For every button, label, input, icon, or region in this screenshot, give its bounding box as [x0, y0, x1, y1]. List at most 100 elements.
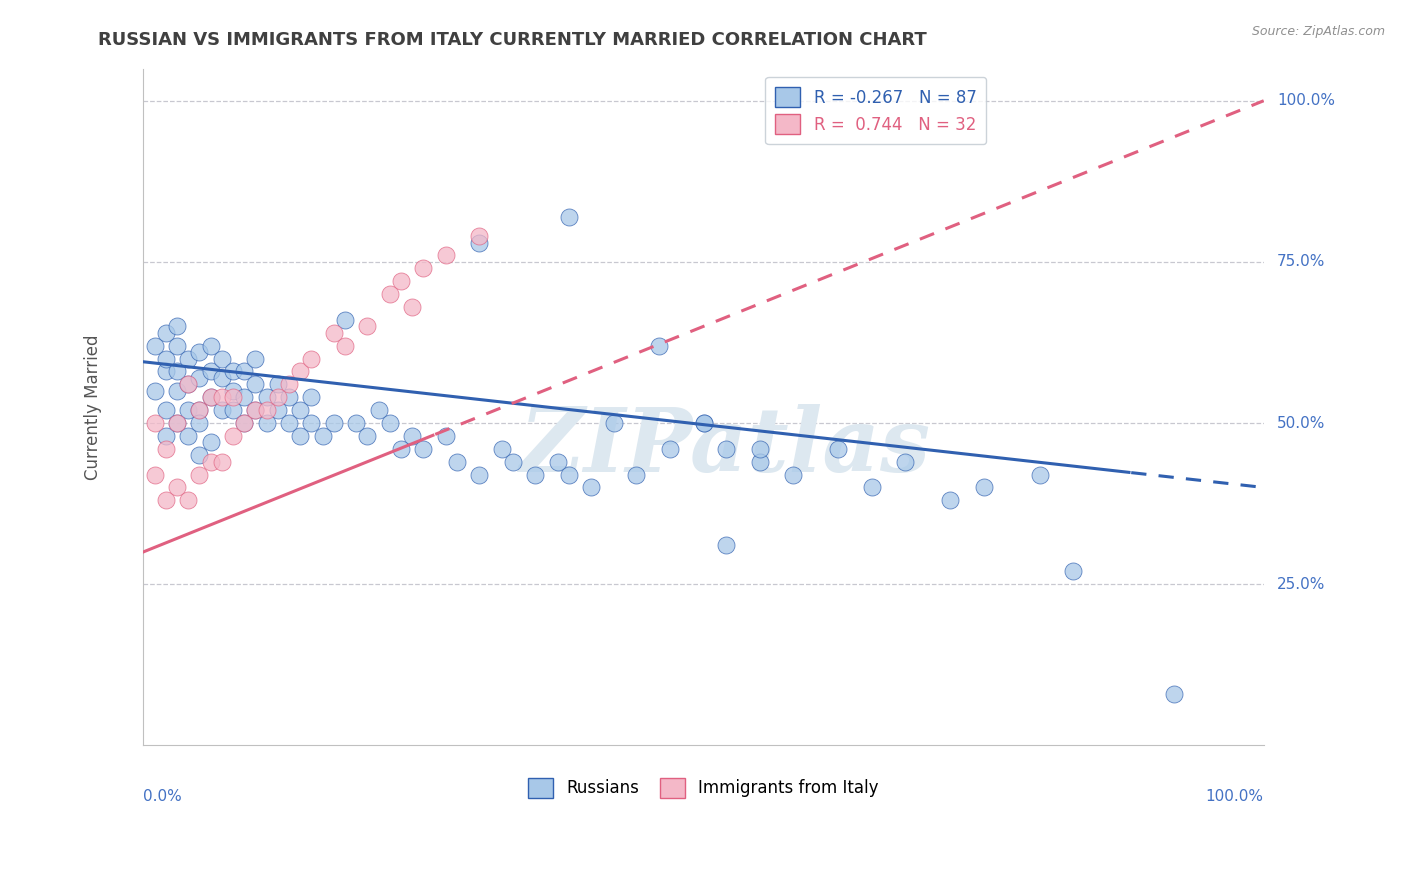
Point	[434, 429, 457, 443]
Point	[581, 480, 603, 494]
Text: 0.0%: 0.0%	[143, 789, 183, 805]
Point	[547, 455, 569, 469]
Point	[412, 261, 434, 276]
Point	[166, 339, 188, 353]
Point	[860, 480, 883, 494]
Point	[200, 339, 222, 353]
Point	[166, 319, 188, 334]
Point	[1028, 467, 1050, 482]
Point	[143, 339, 166, 353]
Text: 50.0%: 50.0%	[1277, 416, 1326, 431]
Point	[647, 339, 669, 353]
Point	[233, 364, 256, 378]
Point	[222, 429, 245, 443]
Point	[211, 390, 233, 404]
Text: 100.0%: 100.0%	[1277, 94, 1336, 108]
Point	[155, 442, 177, 456]
Point	[356, 319, 378, 334]
Point	[222, 390, 245, 404]
Point	[188, 403, 211, 417]
Point	[603, 416, 626, 430]
Point	[692, 416, 714, 430]
Point	[245, 351, 267, 366]
Point	[177, 403, 200, 417]
Point	[356, 429, 378, 443]
Point	[166, 416, 188, 430]
Point	[939, 493, 962, 508]
Point	[389, 274, 412, 288]
Point	[299, 390, 322, 404]
Point	[446, 455, 468, 469]
Point	[1062, 564, 1084, 578]
Point	[468, 467, 491, 482]
Point	[245, 403, 267, 417]
Point	[233, 416, 256, 430]
Point	[143, 384, 166, 398]
Point	[894, 455, 917, 469]
Point	[256, 403, 278, 417]
Point	[155, 326, 177, 340]
Point	[278, 416, 301, 430]
Point	[299, 351, 322, 366]
Point	[177, 493, 200, 508]
Point	[389, 442, 412, 456]
Point	[299, 416, 322, 430]
Point	[468, 229, 491, 244]
Point	[256, 390, 278, 404]
Point	[155, 403, 177, 417]
Point	[155, 429, 177, 443]
Point	[166, 364, 188, 378]
Point	[290, 364, 312, 378]
Point	[692, 416, 714, 430]
Point	[714, 539, 737, 553]
Point	[267, 390, 290, 404]
Point	[558, 467, 581, 482]
Point	[233, 416, 256, 430]
Point	[378, 416, 401, 430]
Point	[200, 455, 222, 469]
Point	[177, 377, 200, 392]
Point	[177, 429, 200, 443]
Point	[322, 326, 344, 340]
Point	[166, 480, 188, 494]
Point	[434, 248, 457, 262]
Point	[1163, 687, 1185, 701]
Point	[188, 467, 211, 482]
Point	[278, 377, 301, 392]
Point	[256, 416, 278, 430]
Point	[222, 384, 245, 398]
Point	[188, 371, 211, 385]
Point	[155, 351, 177, 366]
Text: ZIPatlas: ZIPatlas	[520, 404, 931, 491]
Point	[748, 455, 770, 469]
Point	[558, 210, 581, 224]
Point	[333, 339, 356, 353]
Point	[188, 345, 211, 359]
Point	[188, 403, 211, 417]
Point	[166, 384, 188, 398]
Point	[245, 377, 267, 392]
Point	[827, 442, 849, 456]
Point	[200, 390, 222, 404]
Point	[322, 416, 344, 430]
Point	[200, 435, 222, 450]
Point	[188, 416, 211, 430]
Point	[502, 455, 524, 469]
Point	[748, 442, 770, 456]
Point	[658, 442, 681, 456]
Point	[290, 429, 312, 443]
Point	[311, 429, 333, 443]
Point	[177, 377, 200, 392]
Point	[245, 403, 267, 417]
Point	[143, 467, 166, 482]
Point	[166, 416, 188, 430]
Point	[188, 448, 211, 462]
Point	[222, 364, 245, 378]
Point	[973, 480, 995, 494]
Point	[143, 416, 166, 430]
Point	[367, 403, 389, 417]
Point	[412, 442, 434, 456]
Point	[524, 467, 547, 482]
Text: Source: ZipAtlas.com: Source: ZipAtlas.com	[1251, 25, 1385, 38]
Point	[267, 403, 290, 417]
